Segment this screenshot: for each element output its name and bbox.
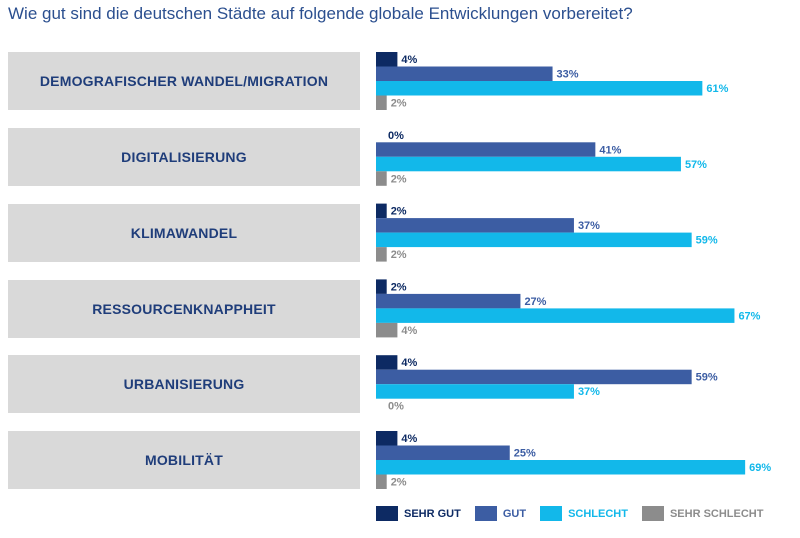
data-label-sehr-schlecht: 2%: [391, 249, 407, 261]
legend-item-sehr-gut: SEHR GUT: [376, 506, 461, 521]
data-label-schlecht: 61%: [706, 83, 728, 95]
data-label-sehr-schlecht: 2%: [391, 98, 407, 110]
bar-sehr-gut: [376, 203, 387, 219]
data-label-sehr-gut: 0%: [388, 130, 404, 142]
data-label-gut: 59%: [696, 372, 718, 384]
category-box: DEMOGRAFISCHER WANDEL/MIGRATION: [8, 52, 360, 110]
category-label: KLIMAWANDEL: [130, 225, 238, 241]
data-label-gut: 41%: [599, 144, 621, 156]
bar-sehr-gut: [376, 279, 387, 294]
bar-sehr-gut: [376, 431, 398, 446]
data-label-gut: 33%: [557, 69, 579, 81]
bar-schlecht: [376, 460, 746, 475]
category-label: MOBILITÄT: [144, 452, 223, 468]
bar-gut: [376, 66, 553, 81]
data-label-sehr-schlecht: 0%: [388, 401, 404, 413]
bar-gut: [376, 142, 596, 157]
data-label-sehr-gut: 2%: [391, 206, 407, 218]
legend-label: SCHLECHT: [568, 507, 628, 520]
bar-sehr-schlecht: [376, 474, 387, 489]
chart-title: Wie gut sind die deutschen Städte auf fo…: [8, 4, 633, 23]
legend: SEHR GUT GUT SCHLECHT SEHR SCHLECHT: [376, 506, 777, 521]
legend-label: SEHR SCHLECHT: [669, 507, 764, 520]
data-label-sehr-gut: 4%: [401, 433, 417, 445]
data-label-sehr-schlecht: 4%: [401, 325, 417, 337]
data-label-sehr-gut: 4%: [401, 54, 417, 66]
data-label-schlecht: 57%: [685, 159, 707, 171]
data-label-sehr-schlecht: 2%: [391, 173, 407, 185]
legend-swatch: [540, 506, 563, 521]
category-box: MOBILITÄT: [8, 431, 360, 489]
data-label-sehr-gut: 2%: [391, 281, 407, 293]
legend-label: GUT: [502, 507, 527, 520]
bar-schlecht: [376, 81, 703, 96]
data-label-schlecht: 37%: [578, 386, 600, 398]
category-label: RESSOURCENKNAPPHEIT: [92, 301, 276, 317]
data-label-sehr-gut: 4%: [401, 357, 417, 369]
category-box: RESSOURCENKNAPPHEIT: [8, 280, 360, 338]
data-label-schlecht: 67%: [738, 310, 760, 322]
bar-sehr-gut: [376, 355, 398, 370]
category-box: DIGITALISIERUNG: [8, 128, 360, 186]
category-box: URBANISIERUNG: [8, 355, 360, 413]
legend-swatch: [474, 506, 497, 521]
category-label: URBANISIERUNG: [123, 376, 245, 392]
data-label-gut: 27%: [524, 296, 546, 308]
legend-item-sehr-schlecht: SEHR SCHLECHT: [641, 506, 764, 521]
bar-sehr-schlecht: [376, 95, 387, 110]
bar-sehr-schlecht: [376, 322, 398, 338]
category-box: KLIMAWANDEL: [8, 204, 360, 262]
bar-sehr-gut: [376, 52, 398, 67]
data-label-sehr-schlecht: 2%: [391, 477, 407, 489]
bar-sehr-schlecht: [376, 171, 387, 186]
bar-schlecht: [376, 384, 574, 399]
legend-swatch: [641, 506, 664, 521]
bar-gut: [376, 218, 574, 233]
bar-schlecht: [376, 308, 735, 323]
bar-schlecht: [376, 156, 681, 172]
bar-sehr-schlecht: [376, 247, 387, 262]
data-label-gut: 37%: [578, 220, 600, 232]
legend-item-schlecht: SCHLECHT: [540, 506, 628, 521]
legend-label: SEHR GUT: [404, 507, 461, 520]
legend-item-gut: GUT: [474, 506, 527, 521]
bar-schlecht: [376, 232, 692, 248]
data-label-schlecht: 59%: [696, 235, 718, 247]
category-label: DIGITALISIERUNG: [121, 149, 247, 165]
data-label-schlecht: 69%: [749, 462, 771, 474]
data-label-gut: 25%: [514, 448, 536, 460]
legend-swatch: [376, 506, 398, 521]
bar-gut: [376, 369, 692, 385]
bar-gut: [376, 445, 510, 460]
bar-gut: [376, 293, 521, 309]
category-label: DEMOGRAFISCHER WANDEL/MIGRATION: [39, 73, 329, 89]
